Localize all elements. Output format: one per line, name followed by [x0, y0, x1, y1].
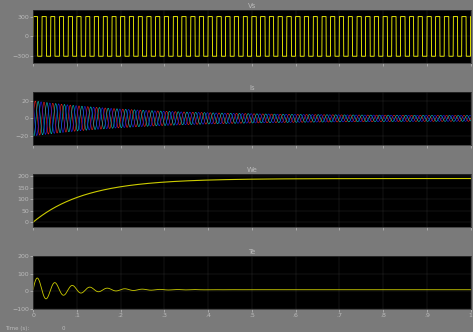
- Text: Time (s):: Time (s):: [5, 326, 29, 331]
- Title: We: We: [246, 167, 257, 173]
- Title: Is: Is: [249, 85, 254, 91]
- Title: Te: Te: [248, 249, 255, 255]
- Title: Vs: Vs: [248, 3, 256, 9]
- Text: 0: 0: [61, 326, 65, 331]
